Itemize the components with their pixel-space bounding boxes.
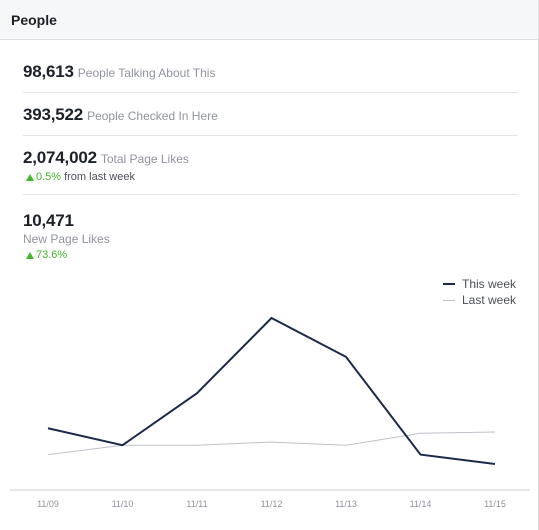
legend-swatch [443,299,455,301]
x-tick-label: 11/09 [37,499,59,509]
stat-change: 0.5% from last week [23,171,518,183]
stat-label: New Page Likes [23,232,110,246]
stat-label: People Talking About This [77,66,216,80]
x-tick-label: 11/15 [484,499,506,509]
stat-new-page-likes: 10,471 New Page Likes 73.6% [23,195,518,261]
panel-header: People [0,0,538,40]
chart-legend: This week Last week [443,276,516,308]
stat-value: 2,074,002 [23,148,97,167]
x-tick-label: 11/10 [112,499,134,509]
stat-label: People Checked In Here [87,109,218,123]
up-arrow-icon [26,251,34,259]
stat-value: 393,522 [23,105,84,124]
legend-item-last-week: Last week [443,292,516,308]
x-tick-label: 11/14 [410,499,432,509]
stat-label: Total Page Likes [100,152,189,166]
legend-swatch [443,283,455,285]
stat-talking-about: 98,613 People Talking About This [23,40,518,93]
panel-title: People [11,11,57,28]
x-tick-label: 11/13 [335,499,357,509]
x-tick-label: 11/12 [261,499,283,509]
series-line-this-week [47,316,496,465]
legend-label: Last week [462,293,517,307]
stat-value: 10,471 [23,211,74,230]
up-arrow-icon [26,173,34,181]
change-label: from last week [64,171,135,183]
change-percent: 0.5% [36,171,62,183]
legend-item-this-week: This week [443,276,516,292]
stat-total-page-likes: 2,074,002 Total Page Likes 0.5% from last… [23,136,518,195]
stats-list: 98,613 People Talking About This 393,522 P… [0,40,538,261]
legend-label: This week [462,277,517,291]
stat-checked-in: 393,522 People Checked In Here [23,93,518,136]
x-tick-label: 11/11 [186,499,207,509]
stat-value: 98,613 [23,62,74,81]
stat-change: 73.6% [23,249,518,261]
change-percent: 73.6% [36,249,68,261]
